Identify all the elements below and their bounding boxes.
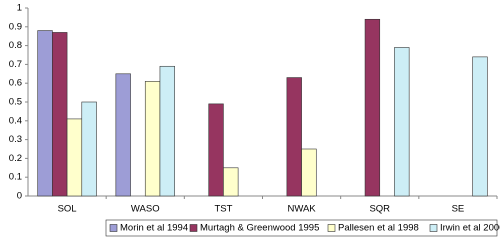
legend-swatch (109, 224, 118, 232)
bar (208, 103, 224, 197)
legend-label: Murtagh & Greenwood 1995 (200, 223, 319, 234)
x-tick-label: WASO (131, 204, 160, 215)
legend-swatch (327, 224, 336, 232)
y-tick-label: 0.7 (9, 59, 22, 70)
bar (144, 81, 161, 197)
x-tick-label: TST (214, 204, 232, 215)
bar (364, 18, 381, 197)
bar (394, 47, 410, 197)
x-tick-label: SQR (369, 204, 390, 215)
y-tick-label: 0.4 (9, 115, 22, 126)
legend-label: Irwin et al 2006 (440, 223, 500, 234)
legend-label: Morin et al 1994 (120, 223, 188, 234)
bar (472, 56, 488, 197)
y-tick-label: 0.5 (9, 97, 22, 108)
legend-box (105, 219, 498, 237)
y-tick-label: 0.6 (9, 78, 22, 89)
bar (223, 167, 239, 197)
y-tick-label: 0 (17, 191, 22, 202)
y-tick-label: 0.1 (9, 172, 22, 183)
bar (66, 118, 83, 197)
bar (159, 65, 175, 197)
y-tick-label: 1 (17, 3, 22, 14)
y-tick-label: 0.9 (9, 21, 22, 32)
x-tick-label: SE (452, 204, 465, 215)
bar (52, 32, 68, 197)
bar (115, 73, 131, 197)
x-tick-label: NWAK (288, 204, 317, 215)
y-tick-label: 0.3 (9, 134, 22, 145)
legend-swatch (429, 224, 438, 232)
bar (301, 148, 317, 197)
legend-swatch (189, 224, 198, 232)
legend-label: Pallesen et al 1998 (338, 223, 419, 234)
bar (37, 30, 53, 197)
x-tick-label: SOL (58, 204, 77, 215)
bar (286, 77, 302, 197)
bar (81, 101, 97, 197)
y-tick-label: 0.8 (9, 40, 22, 51)
y-tick-label: 0.2 (9, 153, 22, 164)
